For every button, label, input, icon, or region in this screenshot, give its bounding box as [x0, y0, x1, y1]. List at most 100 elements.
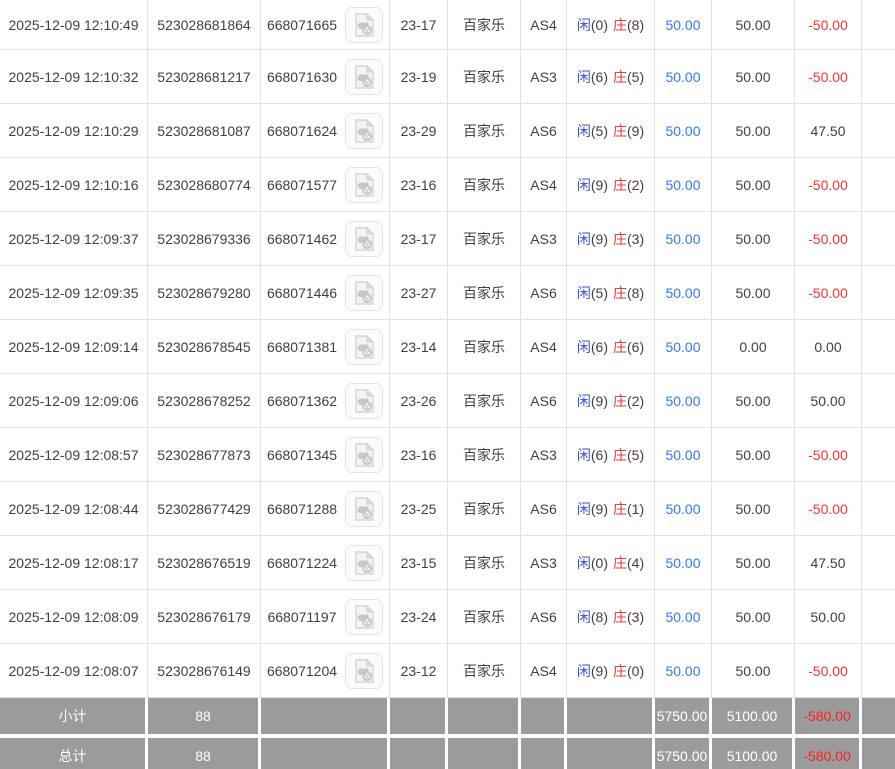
- win-loss-cell: -50.00: [795, 0, 862, 50]
- table-code-cell: AS3: [521, 212, 567, 266]
- game-id-cell: 668071624: [261, 104, 390, 158]
- valid-amount: 50.00: [735, 500, 771, 517]
- video-replay-icon: [355, 550, 375, 575]
- banker-points: (0): [627, 662, 645, 679]
- video-replay-button[interactable]: [345, 490, 384, 527]
- filler-cell: [862, 0, 895, 50]
- bet-time: 2025-12-09 12:10:49: [8, 16, 139, 33]
- bet-time: 2025-12-09 12:08:44: [8, 500, 139, 517]
- table-code-cell: AS4: [521, 158, 567, 212]
- win-loss-cell: -50.00: [795, 158, 862, 212]
- footer-filler-cell: [862, 738, 895, 769]
- game-type-cell: 百家乐: [448, 50, 521, 104]
- banker-points: (4): [627, 554, 645, 571]
- result-cell: 闲 (0) 庄 (8): [567, 0, 655, 50]
- table-code: AS6: [530, 122, 557, 139]
- banker-points: (8): [627, 16, 645, 33]
- table-row: 2025-12-09 12:09:14 523028678545 6680713…: [0, 320, 895, 374]
- subtotal-valid-total: 5100.00: [726, 708, 778, 724]
- table-code: AS3: [530, 554, 557, 571]
- filler-cell: [862, 50, 895, 104]
- valid-amount-cell: 50.00: [712, 158, 795, 212]
- valid-amount: 50.00: [735, 662, 771, 679]
- footer-empty-cell: [390, 698, 448, 734]
- player-label: 闲: [576, 608, 591, 625]
- table-row: 2025-12-09 12:10:32 523028681217 6680716…: [0, 50, 895, 104]
- bet-id: 523028677429: [157, 500, 251, 517]
- table-code-cell: AS6: [521, 590, 567, 644]
- player-label: 闲: [576, 176, 591, 193]
- video-replay-button[interactable]: [345, 544, 384, 581]
- bet-time-cell: 2025-12-09 12:08:44: [0, 482, 148, 536]
- banker-points: (9): [627, 122, 645, 139]
- game-id-cell: 668071462: [261, 212, 390, 266]
- banker-label: 庄: [613, 16, 627, 33]
- footer-filler-cell: [862, 698, 895, 734]
- game-id: 668071345: [266, 446, 338, 463]
- player-points: (9): [590, 392, 608, 409]
- video-replay-button[interactable]: [345, 382, 384, 419]
- player-points: (6): [590, 338, 608, 355]
- video-replay-button[interactable]: [345, 58, 384, 95]
- win-loss-cell: 50.00: [795, 374, 862, 428]
- bet-amount-cell: 50.00: [655, 644, 712, 698]
- result-cell: 闲 (9) 庄 (2): [567, 158, 655, 212]
- table-code: AS4: [530, 338, 557, 355]
- table-code: AS6: [530, 500, 557, 517]
- bet-id: 523028680774: [157, 176, 251, 193]
- game-type: 百家乐: [463, 230, 505, 247]
- win-loss-value: -50.00: [808, 284, 848, 301]
- table-code-cell: AS3: [521, 536, 567, 590]
- video-replay-button[interactable]: [345, 274, 384, 311]
- video-replay-button[interactable]: [344, 598, 383, 635]
- bet-time-cell: 2025-12-09 12:08:57: [0, 428, 148, 482]
- bet-id-cell: 523028679280: [148, 266, 261, 320]
- bet-amount-cell: 50.00: [655, 266, 712, 320]
- game-type-cell: 百家乐: [448, 644, 521, 698]
- round-cell: 23-14: [390, 320, 448, 374]
- bet-amount: 50.00: [665, 446, 701, 463]
- subtotal-count: 88: [195, 708, 211, 724]
- valid-amount: 0.00: [739, 338, 767, 355]
- video-replay-button[interactable]: [345, 112, 384, 149]
- round-cell: 23-26: [390, 374, 448, 428]
- game-id: 668071381: [266, 338, 338, 355]
- video-replay-button[interactable]: [345, 328, 384, 365]
- bet-id-cell: 523028681864: [148, 0, 261, 50]
- total-valid-cell: 5100.00: [712, 738, 795, 769]
- subtotal-valid-cell: 5100.00: [712, 698, 795, 734]
- table-code-cell: AS6: [521, 266, 567, 320]
- bet-amount-cell: 50.00: [655, 158, 712, 212]
- video-replay-button[interactable]: [345, 6, 384, 43]
- game-type: 百家乐: [463, 284, 505, 301]
- player-label: 闲: [576, 662, 591, 679]
- player-points: (9): [590, 176, 608, 193]
- round-cell: 23-17: [390, 0, 448, 50]
- valid-amount: 50.00: [735, 176, 771, 193]
- video-replay-button[interactable]: [345, 220, 384, 257]
- game-id-cell: 668071345: [261, 428, 390, 482]
- video-replay-button[interactable]: [345, 166, 384, 203]
- round-cell: 23-27: [390, 266, 448, 320]
- bet-time: 2025-12-09 12:09:37: [8, 230, 139, 247]
- filler-cell: [862, 644, 895, 698]
- video-replay-button[interactable]: [345, 436, 384, 473]
- table-code: AS3: [530, 68, 557, 85]
- win-loss-cell: -50.00: [795, 482, 862, 536]
- video-replay-button[interactable]: [345, 652, 384, 689]
- banker-points: (6): [627, 338, 645, 355]
- valid-amount: 50.00: [735, 608, 771, 625]
- round-cell: 23-25: [390, 482, 448, 536]
- bet-time-cell: 2025-12-09 12:09:37: [0, 212, 148, 266]
- bet-time-cell: 2025-12-09 12:10:32: [0, 50, 148, 104]
- valid-amount-cell: 50.00: [712, 644, 795, 698]
- round-number: 23-26: [400, 392, 437, 409]
- subtotal-bet-total: 5750.00: [656, 708, 708, 724]
- bet-amount-cell: 50.00: [655, 0, 712, 50]
- bet-time-cell: 2025-12-09 12:09:06: [0, 374, 148, 428]
- player-label: 闲: [576, 230, 591, 247]
- bet-time-cell: 2025-12-09 12:10:16: [0, 158, 148, 212]
- player-label: 闲: [576, 392, 591, 409]
- valid-amount: 50.00: [735, 122, 771, 139]
- round-number: 23-29: [400, 122, 437, 139]
